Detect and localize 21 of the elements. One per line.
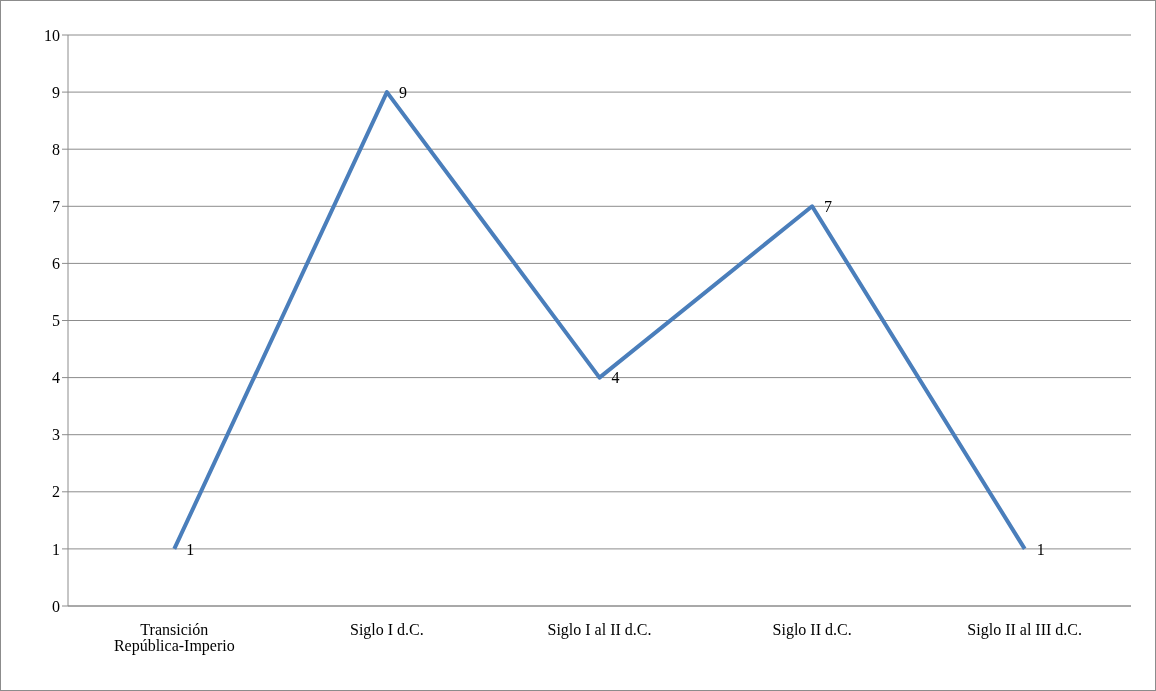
x-tick-label: Siglo II al III d.C. xyxy=(967,621,1083,640)
y-tick-label: 1 xyxy=(52,540,60,558)
y-tick-label: 0 xyxy=(52,597,60,615)
y-tick-label: 8 xyxy=(52,140,60,158)
x-tick-label: Siglo I d.C. xyxy=(350,621,424,640)
data-label: 1 xyxy=(1036,540,1045,558)
y-tick-label: 3 xyxy=(52,426,60,444)
data-label: 4 xyxy=(611,369,620,387)
y-tick-label: 9 xyxy=(52,83,60,101)
y-tick-label: 6 xyxy=(52,255,60,273)
x-tick-label: Transición República-Imperio xyxy=(113,621,235,656)
y-tick-label: 10 xyxy=(44,26,60,44)
x-tick-label: Siglo II d.C. xyxy=(772,621,852,640)
y-tick-label: 2 xyxy=(52,483,60,501)
data-label: 7 xyxy=(824,197,833,215)
data-label: 9 xyxy=(398,83,407,101)
y-tick-label: 7 xyxy=(52,197,60,215)
x-tick-label: Siglo I al II d.C. xyxy=(547,621,652,640)
y-tick-label: 5 xyxy=(52,312,60,330)
data-label: 1 xyxy=(186,540,195,558)
y-tick-label: 4 xyxy=(52,369,60,387)
